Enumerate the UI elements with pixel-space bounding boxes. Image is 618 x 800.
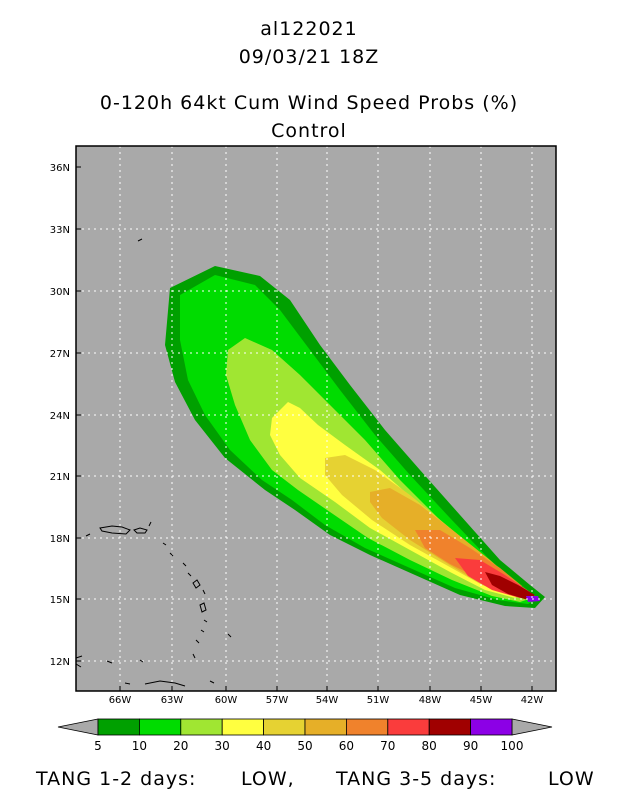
lat-label: 21N — [50, 472, 70, 483]
lon-label: 45W — [470, 695, 493, 706]
lon-label: 51W — [367, 695, 390, 706]
lat-label: 27N — [50, 349, 70, 360]
storm-id: al122021 — [260, 18, 358, 40]
colorbar-swatch — [263, 718, 306, 736]
lat-label: 33N — [50, 225, 70, 236]
lon-label: 57W — [266, 695, 289, 706]
graticule — [76, 146, 556, 691]
colorbar-tick-label: 90 — [463, 739, 478, 753]
lat-label: 30N — [50, 287, 70, 298]
lat-label: 18N — [50, 534, 70, 545]
colorbar-right-arrow — [511, 718, 553, 736]
member-title: Control — [271, 120, 347, 142]
colorbar-left-arrow — [57, 718, 99, 736]
lon-label: 48W — [419, 695, 442, 706]
colorbar-tick-label: 50 — [297, 739, 312, 753]
lat-label: 15N — [50, 595, 70, 606]
tang-1-2-label: TANG 1-2 days: — [36, 768, 197, 790]
colorbar-swatch — [304, 718, 347, 736]
lon-label: 63W — [161, 695, 184, 706]
tang-3-5-label: TANG 3-5 days: — [336, 768, 497, 790]
lat-label: 36N — [50, 163, 70, 174]
colorbar-tick-label: 100 — [501, 739, 524, 753]
lon-label: 54W — [316, 695, 339, 706]
colorbar-tick-label: 20 — [173, 739, 188, 753]
colorbar: 5 10 20 30 40 50 60 70 80 90 100 — [57, 718, 553, 753]
product-title: 0-120h 64kt Cum Wind Speed Probs (%) — [99, 92, 519, 114]
probability-map: 36N 33N 30N 27N 24N 21N 18N 15N 12N 66W 63W 60W 57W 5… — [50, 145, 557, 753]
colorbar-tick-label: 80 — [422, 739, 437, 753]
lon-label: 42W — [521, 695, 544, 706]
colorbar-swatch — [180, 718, 223, 736]
colorbar-swatch — [221, 718, 264, 736]
colorbar-tick-label: 70 — [380, 739, 395, 753]
axis-labels: 36N 33N 30N 27N 24N 21N 18N 15N 12N 66W 63W 60W 57W 5… — [50, 163, 544, 706]
issue-datetime: 09/03/21 18Z — [238, 46, 380, 68]
colorbar-swatch — [97, 718, 140, 736]
tang-1-2-value: LOW, — [241, 768, 295, 790]
colorbar-tick-label: 40 — [256, 739, 271, 753]
colorbar-swatch — [345, 718, 389, 736]
lat-label: 24N — [50, 411, 70, 422]
coastline — [75, 238, 232, 687]
prob-contour-80 — [485, 572, 535, 600]
colorbar-tick-label: 5 — [94, 739, 102, 753]
colorbar-swatch — [138, 718, 182, 736]
colorbar-swatch — [470, 718, 513, 736]
lon-label: 60W — [215, 695, 238, 706]
colorbar-swatch — [387, 718, 430, 736]
colorbar-tick-label: 60 — [339, 739, 354, 753]
lat-label: 12N — [50, 657, 70, 668]
map-frame — [75, 145, 557, 692]
colorbar-swatch — [428, 718, 472, 736]
tang-3-5-value: LOW — [548, 768, 595, 790]
colorbar-tick-label: 30 — [215, 739, 230, 753]
lon-label: 66W — [109, 695, 132, 706]
colorbar-tick-label: 10 — [132, 739, 147, 753]
